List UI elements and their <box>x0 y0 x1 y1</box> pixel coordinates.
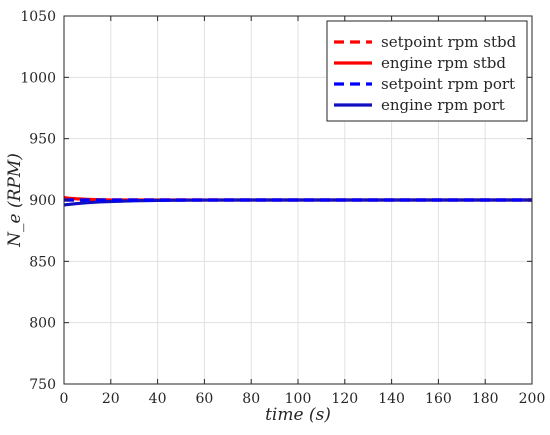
x-tick-label: 180 <box>472 391 499 407</box>
legend: setpoint rpm stbd engine rpm stbd setpoint… <box>326 20 528 122</box>
x-tick-label: 60 <box>195 391 213 407</box>
legend-label: setpoint rpm stbd <box>381 33 517 51</box>
y-axis-label: N_e (RPM) <box>5 153 25 248</box>
y-tick-label: 750 <box>29 377 56 393</box>
x-tick-label: 160 <box>425 391 452 407</box>
x-tick-label: 200 <box>519 391 546 407</box>
x-tick-label: 0 <box>60 391 69 407</box>
legend-label: engine rpm stbd <box>381 54 506 72</box>
y-tick-label: 950 <box>29 132 56 148</box>
legend-label: engine rpm port <box>381 96 505 114</box>
x-tick-label: 100 <box>285 391 312 407</box>
y-tick-label: 800 <box>29 316 56 332</box>
x-tick-label: 120 <box>331 391 358 407</box>
x-axis-label: time (s) <box>265 405 331 425</box>
x-tick-label: 20 <box>102 391 120 407</box>
x-tick-label: 80 <box>242 391 260 407</box>
series-layer <box>63 195 532 207</box>
x-tick-label: 140 <box>378 391 405 407</box>
y-tick-label: 850 <box>29 254 56 270</box>
y-tick-label: 1050 <box>20 9 56 25</box>
x-tick-label: 40 <box>149 391 167 407</box>
y-tick-label: 900 <box>29 193 56 209</box>
tick-layer: 0 20 40 60 80 100 120 140 160 180 200 750 800 850 900 9… <box>20 9 545 407</box>
y-tick-label: 1000 <box>20 70 56 86</box>
legend-label: setpoint rpm port <box>381 75 515 93</box>
